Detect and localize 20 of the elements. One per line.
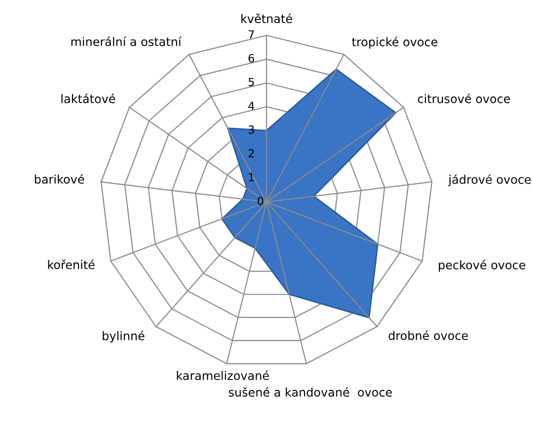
spoke-label: laktátové bbox=[62, 94, 116, 104]
spoke-label: barikové bbox=[34, 174, 84, 184]
y-tick-label: 6 bbox=[248, 54, 254, 62]
spoke-label: bylinné bbox=[102, 330, 144, 343]
y-tick-label: 2 bbox=[248, 149, 254, 158]
spoke-label: sušené a kandované ovoce bbox=[228, 387, 392, 397]
spoke-label: peckové ovoce bbox=[438, 260, 526, 272]
y-tick-label: 4 bbox=[248, 102, 254, 110]
y-tick-label: 0 bbox=[258, 196, 264, 206]
spoke-label: květnaté bbox=[241, 14, 292, 24]
spoke-label: jádrové ovoce bbox=[448, 174, 531, 186]
y-tick-label: 7 bbox=[248, 30, 254, 38]
y-tick-label: 1 bbox=[248, 173, 254, 182]
spoke-label: drobné ovoce bbox=[388, 330, 468, 340]
spoke-label: citrusové ovoce bbox=[418, 94, 510, 104]
spoke-label: minerální a ostatní bbox=[71, 36, 182, 46]
spoke-label: karamelizované bbox=[176, 370, 269, 380]
y-tick-label: 5 bbox=[248, 78, 254, 86]
spoke-label: kořenité bbox=[48, 260, 95, 270]
spoke-label: tropické ovoce bbox=[352, 36, 438, 49]
